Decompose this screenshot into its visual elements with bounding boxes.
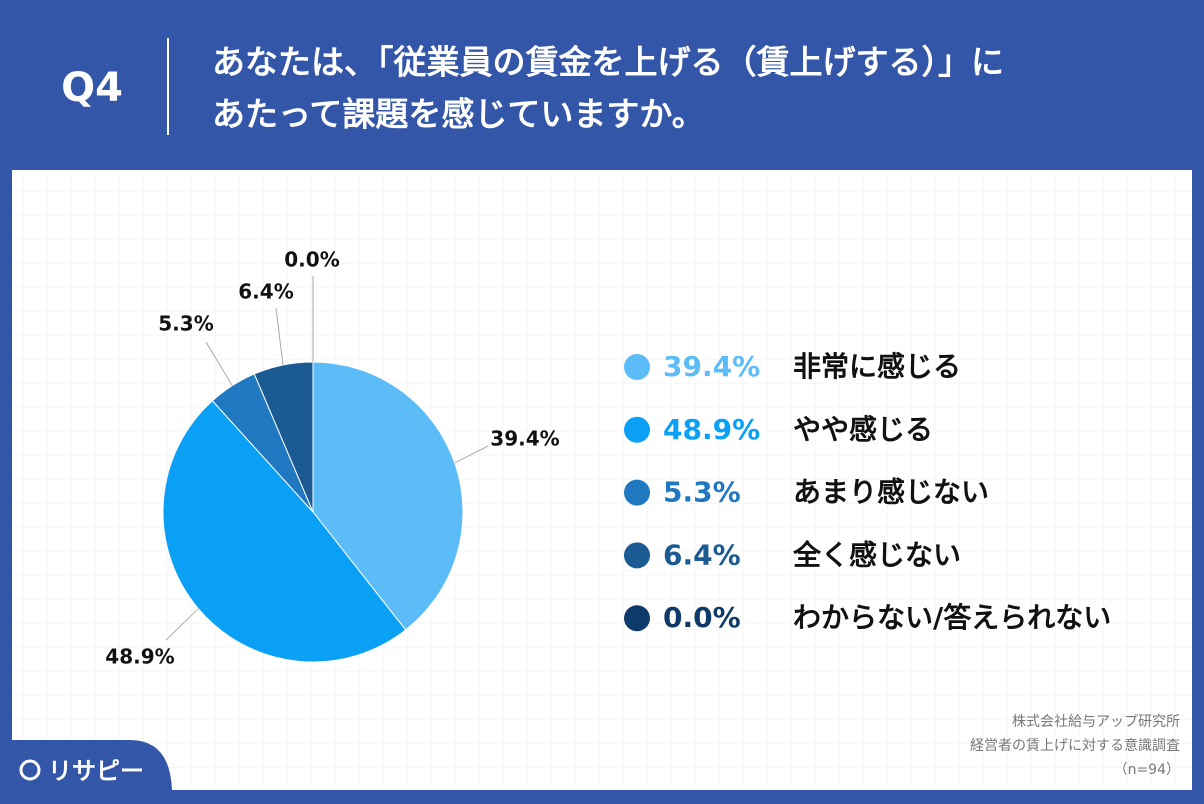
legend-value: 48.9% xyxy=(663,413,760,446)
pie-slice xyxy=(162,400,407,663)
leader-line xyxy=(275,307,284,366)
legend-marker xyxy=(624,479,650,506)
leader-line xyxy=(454,445,489,464)
data-label: 0.0% xyxy=(284,248,339,272)
question-text: あたって課題を感じていますか。 xyxy=(212,95,705,134)
legend-value: 39.4% xyxy=(663,350,760,383)
legend-marker xyxy=(624,354,650,380)
legend-value: 0.0% xyxy=(663,601,741,634)
data-label: 5.3% xyxy=(158,312,213,336)
legend-value: 6.4% xyxy=(663,538,741,571)
legend-label: 非常に感じる xyxy=(793,350,961,383)
legend-label: わからない/答えられない xyxy=(793,601,1111,634)
logo: リサピー xyxy=(48,757,144,785)
data-label: 48.9% xyxy=(105,645,174,669)
legend-label: 全く感じない xyxy=(792,538,961,571)
source-text: 株式会社給与アップ研究所 xyxy=(1012,714,1180,730)
data-label: 39.4% xyxy=(490,427,559,451)
legend-label: やや感じる xyxy=(793,413,933,446)
question-text: あなたは、「従業員の賃金を上げる（賃上げする）」に xyxy=(212,43,1004,82)
legend-label: あまり感じない xyxy=(793,476,989,509)
question-label: Q4 xyxy=(61,65,123,111)
source-text: 経営者の賃上げに対する意識調査 xyxy=(970,737,1180,754)
legend-marker xyxy=(624,416,650,443)
logo-badge xyxy=(0,740,172,804)
logo-icon xyxy=(19,759,41,781)
legend-marker xyxy=(624,542,650,569)
legend-value: 5.3% xyxy=(663,476,741,509)
data-label: 6.4% xyxy=(238,280,293,304)
source-text: （n=94） xyxy=(1114,762,1180,778)
legend-marker xyxy=(624,605,650,632)
pie-slice xyxy=(312,361,464,631)
chart: 39.4% 39.4% 非常に感じる 48.9% 48.9% やや感じる 5.3% 5.3% あ… xyxy=(105,248,1111,669)
leader-line xyxy=(205,341,233,386)
leader-line xyxy=(165,608,199,641)
